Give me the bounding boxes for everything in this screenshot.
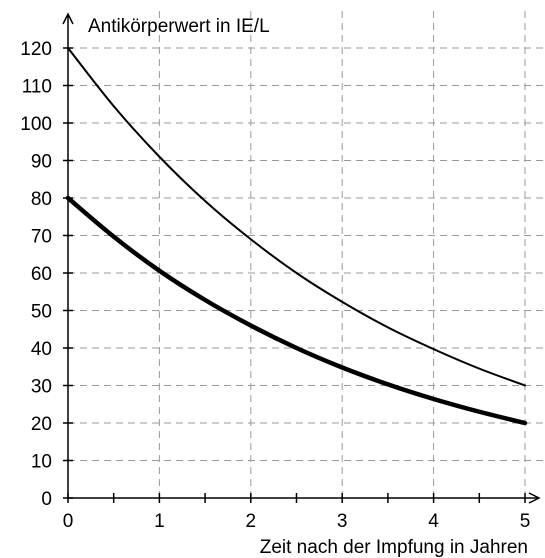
- y-tick-label: 80: [31, 189, 52, 210]
- y-tick-label: 120: [20, 39, 52, 60]
- y-tick-label: 100: [20, 114, 52, 135]
- y-tick-label: 10: [31, 452, 52, 473]
- series-line-2: [65, 195, 528, 426]
- x-axis-title: Zeit nach der Impfung in Jahren: [260, 537, 528, 558]
- tick-labels: 0 10 20 30 40 50 60 70 80 90 100 110 120 0 1 2 3 4 5: [20, 39, 530, 532]
- y-axis-arrow: [62, 12, 74, 25]
- x-axis-arrow: [528, 492, 541, 504]
- x-tick-label: 1: [154, 511, 165, 532]
- x-tick-label: 0: [63, 511, 74, 532]
- x-tick-label: 5: [520, 511, 531, 532]
- y-tick-label: 0: [41, 489, 52, 510]
- x-tick-label: 3: [337, 511, 348, 532]
- x-tick-label: 2: [246, 511, 257, 532]
- y-tick-label: 110: [22, 77, 52, 98]
- y-tick-label: 90: [31, 152, 52, 173]
- y-tick-label: 50: [31, 302, 52, 323]
- series-line-1: [67, 47, 526, 387]
- y-tick-label: 60: [31, 264, 52, 285]
- y-tick-label: 40: [31, 339, 52, 360]
- y-tick-label: 20: [31, 414, 52, 435]
- series-group: [65, 47, 528, 426]
- axes: [62, 12, 541, 504]
- y-tick-label: 70: [31, 227, 52, 248]
- y-tick-label: 30: [31, 377, 52, 398]
- x-tick-label: 4: [428, 511, 439, 532]
- grid: [68, 10, 543, 498]
- y-axis-title: Antikörperwert in IE/L: [88, 16, 270, 37]
